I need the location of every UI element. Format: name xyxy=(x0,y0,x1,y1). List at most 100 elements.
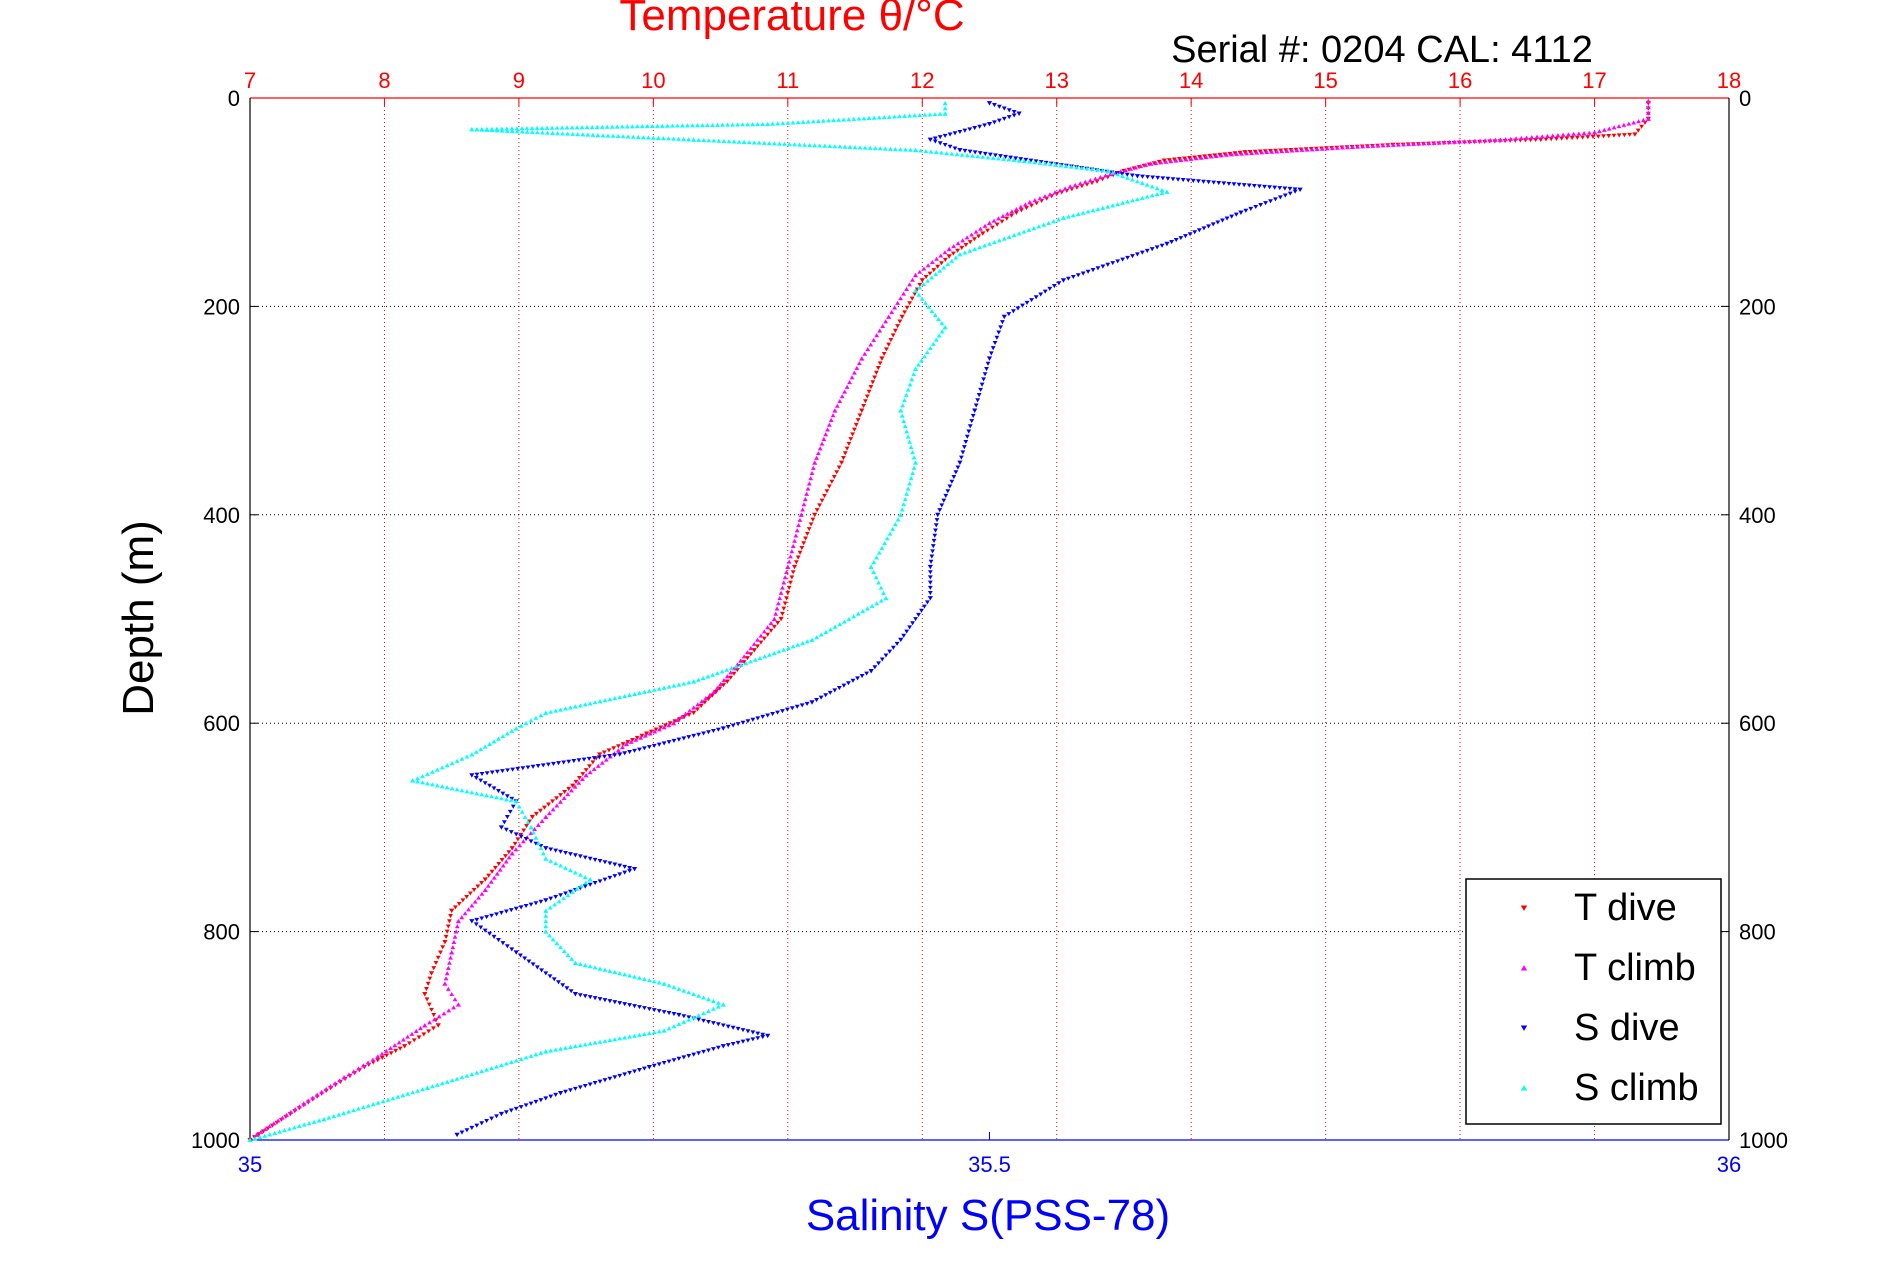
data-point xyxy=(572,1086,578,1091)
data-point xyxy=(1154,186,1160,191)
data-point xyxy=(620,745,625,750)
data-point xyxy=(1177,157,1182,162)
data-point xyxy=(894,641,900,646)
data-point xyxy=(758,633,764,638)
data-point xyxy=(790,120,796,125)
data-point xyxy=(901,633,907,638)
data-point xyxy=(631,867,638,872)
data-point xyxy=(814,455,819,460)
data-point xyxy=(966,429,972,434)
data-point xyxy=(506,850,512,855)
data-point xyxy=(696,732,702,737)
data-point xyxy=(980,231,986,236)
data-point xyxy=(656,686,662,691)
data-point xyxy=(482,877,488,882)
data-point xyxy=(639,124,645,129)
data-point xyxy=(842,389,848,394)
data-point xyxy=(500,769,505,774)
data-point xyxy=(928,559,934,564)
data-point xyxy=(610,133,616,138)
data-point xyxy=(1182,156,1187,161)
data-point xyxy=(850,432,856,437)
data-point xyxy=(1175,177,1181,182)
data-point xyxy=(552,902,558,907)
data-point xyxy=(1134,174,1140,179)
data-point xyxy=(1085,209,1091,214)
data-point xyxy=(427,976,433,981)
data-point xyxy=(925,278,931,283)
data-point xyxy=(393,1048,399,1054)
data-point xyxy=(713,690,719,695)
data-point xyxy=(254,1132,260,1137)
data-point xyxy=(1426,141,1432,146)
data-point xyxy=(787,142,792,147)
data-point xyxy=(1105,204,1111,209)
tick-label-depth-right: 200 xyxy=(1739,294,1776,319)
data-point xyxy=(1110,170,1116,175)
data-point xyxy=(1246,183,1252,188)
data-point xyxy=(1548,137,1554,142)
data-point xyxy=(518,723,524,728)
data-point xyxy=(267,1132,273,1137)
data-point xyxy=(446,1008,452,1013)
data-point xyxy=(523,1055,529,1060)
data-point xyxy=(499,1062,504,1068)
data-point xyxy=(533,901,539,906)
data-point xyxy=(1165,176,1171,181)
data-point xyxy=(627,866,633,871)
tick-label-temperature: 13 xyxy=(1044,68,1068,93)
data-point xyxy=(874,370,879,375)
data-point xyxy=(799,546,805,551)
data-point xyxy=(577,993,583,998)
data-point xyxy=(1518,135,1524,140)
data-point xyxy=(666,1011,672,1016)
data-point xyxy=(513,726,519,731)
data-point xyxy=(1224,152,1229,157)
data-point xyxy=(575,132,581,137)
data-point xyxy=(837,622,843,627)
data-point xyxy=(582,855,588,860)
data-point xyxy=(981,377,986,382)
data-point xyxy=(566,759,572,764)
data-point xyxy=(1001,156,1006,161)
data-point xyxy=(1065,214,1071,219)
data-point xyxy=(494,128,500,133)
data-point xyxy=(715,122,720,127)
data-point xyxy=(970,413,976,418)
data-point xyxy=(459,788,465,793)
data-point xyxy=(902,424,908,429)
data-point xyxy=(832,144,838,149)
data-point xyxy=(1289,148,1295,153)
data-point xyxy=(810,517,816,522)
data-point xyxy=(793,560,799,565)
data-point xyxy=(1564,136,1570,141)
data-point xyxy=(892,305,898,310)
data-point xyxy=(1222,152,1228,157)
data-point xyxy=(936,316,941,322)
data-point xyxy=(513,847,519,852)
data-point xyxy=(1580,135,1585,140)
data-point xyxy=(1497,137,1504,142)
data-point xyxy=(471,888,477,893)
data-point xyxy=(1292,189,1298,194)
data-point xyxy=(571,759,577,764)
data-point xyxy=(597,966,603,971)
data-point xyxy=(986,356,993,361)
data-point xyxy=(939,150,944,155)
data-point xyxy=(950,251,956,256)
data-point xyxy=(1058,163,1064,168)
data-point xyxy=(776,601,781,606)
data-point xyxy=(757,656,763,661)
data-point xyxy=(1159,187,1165,192)
data-point xyxy=(1294,148,1300,153)
data-point xyxy=(726,139,732,144)
data-point xyxy=(510,767,516,772)
data-point xyxy=(804,701,810,706)
data-point xyxy=(1027,199,1033,205)
data-point xyxy=(676,1012,682,1018)
data-point xyxy=(543,919,549,924)
data-point xyxy=(976,234,981,239)
data-point xyxy=(469,790,475,795)
data-point xyxy=(804,639,810,644)
data-point xyxy=(765,632,771,637)
